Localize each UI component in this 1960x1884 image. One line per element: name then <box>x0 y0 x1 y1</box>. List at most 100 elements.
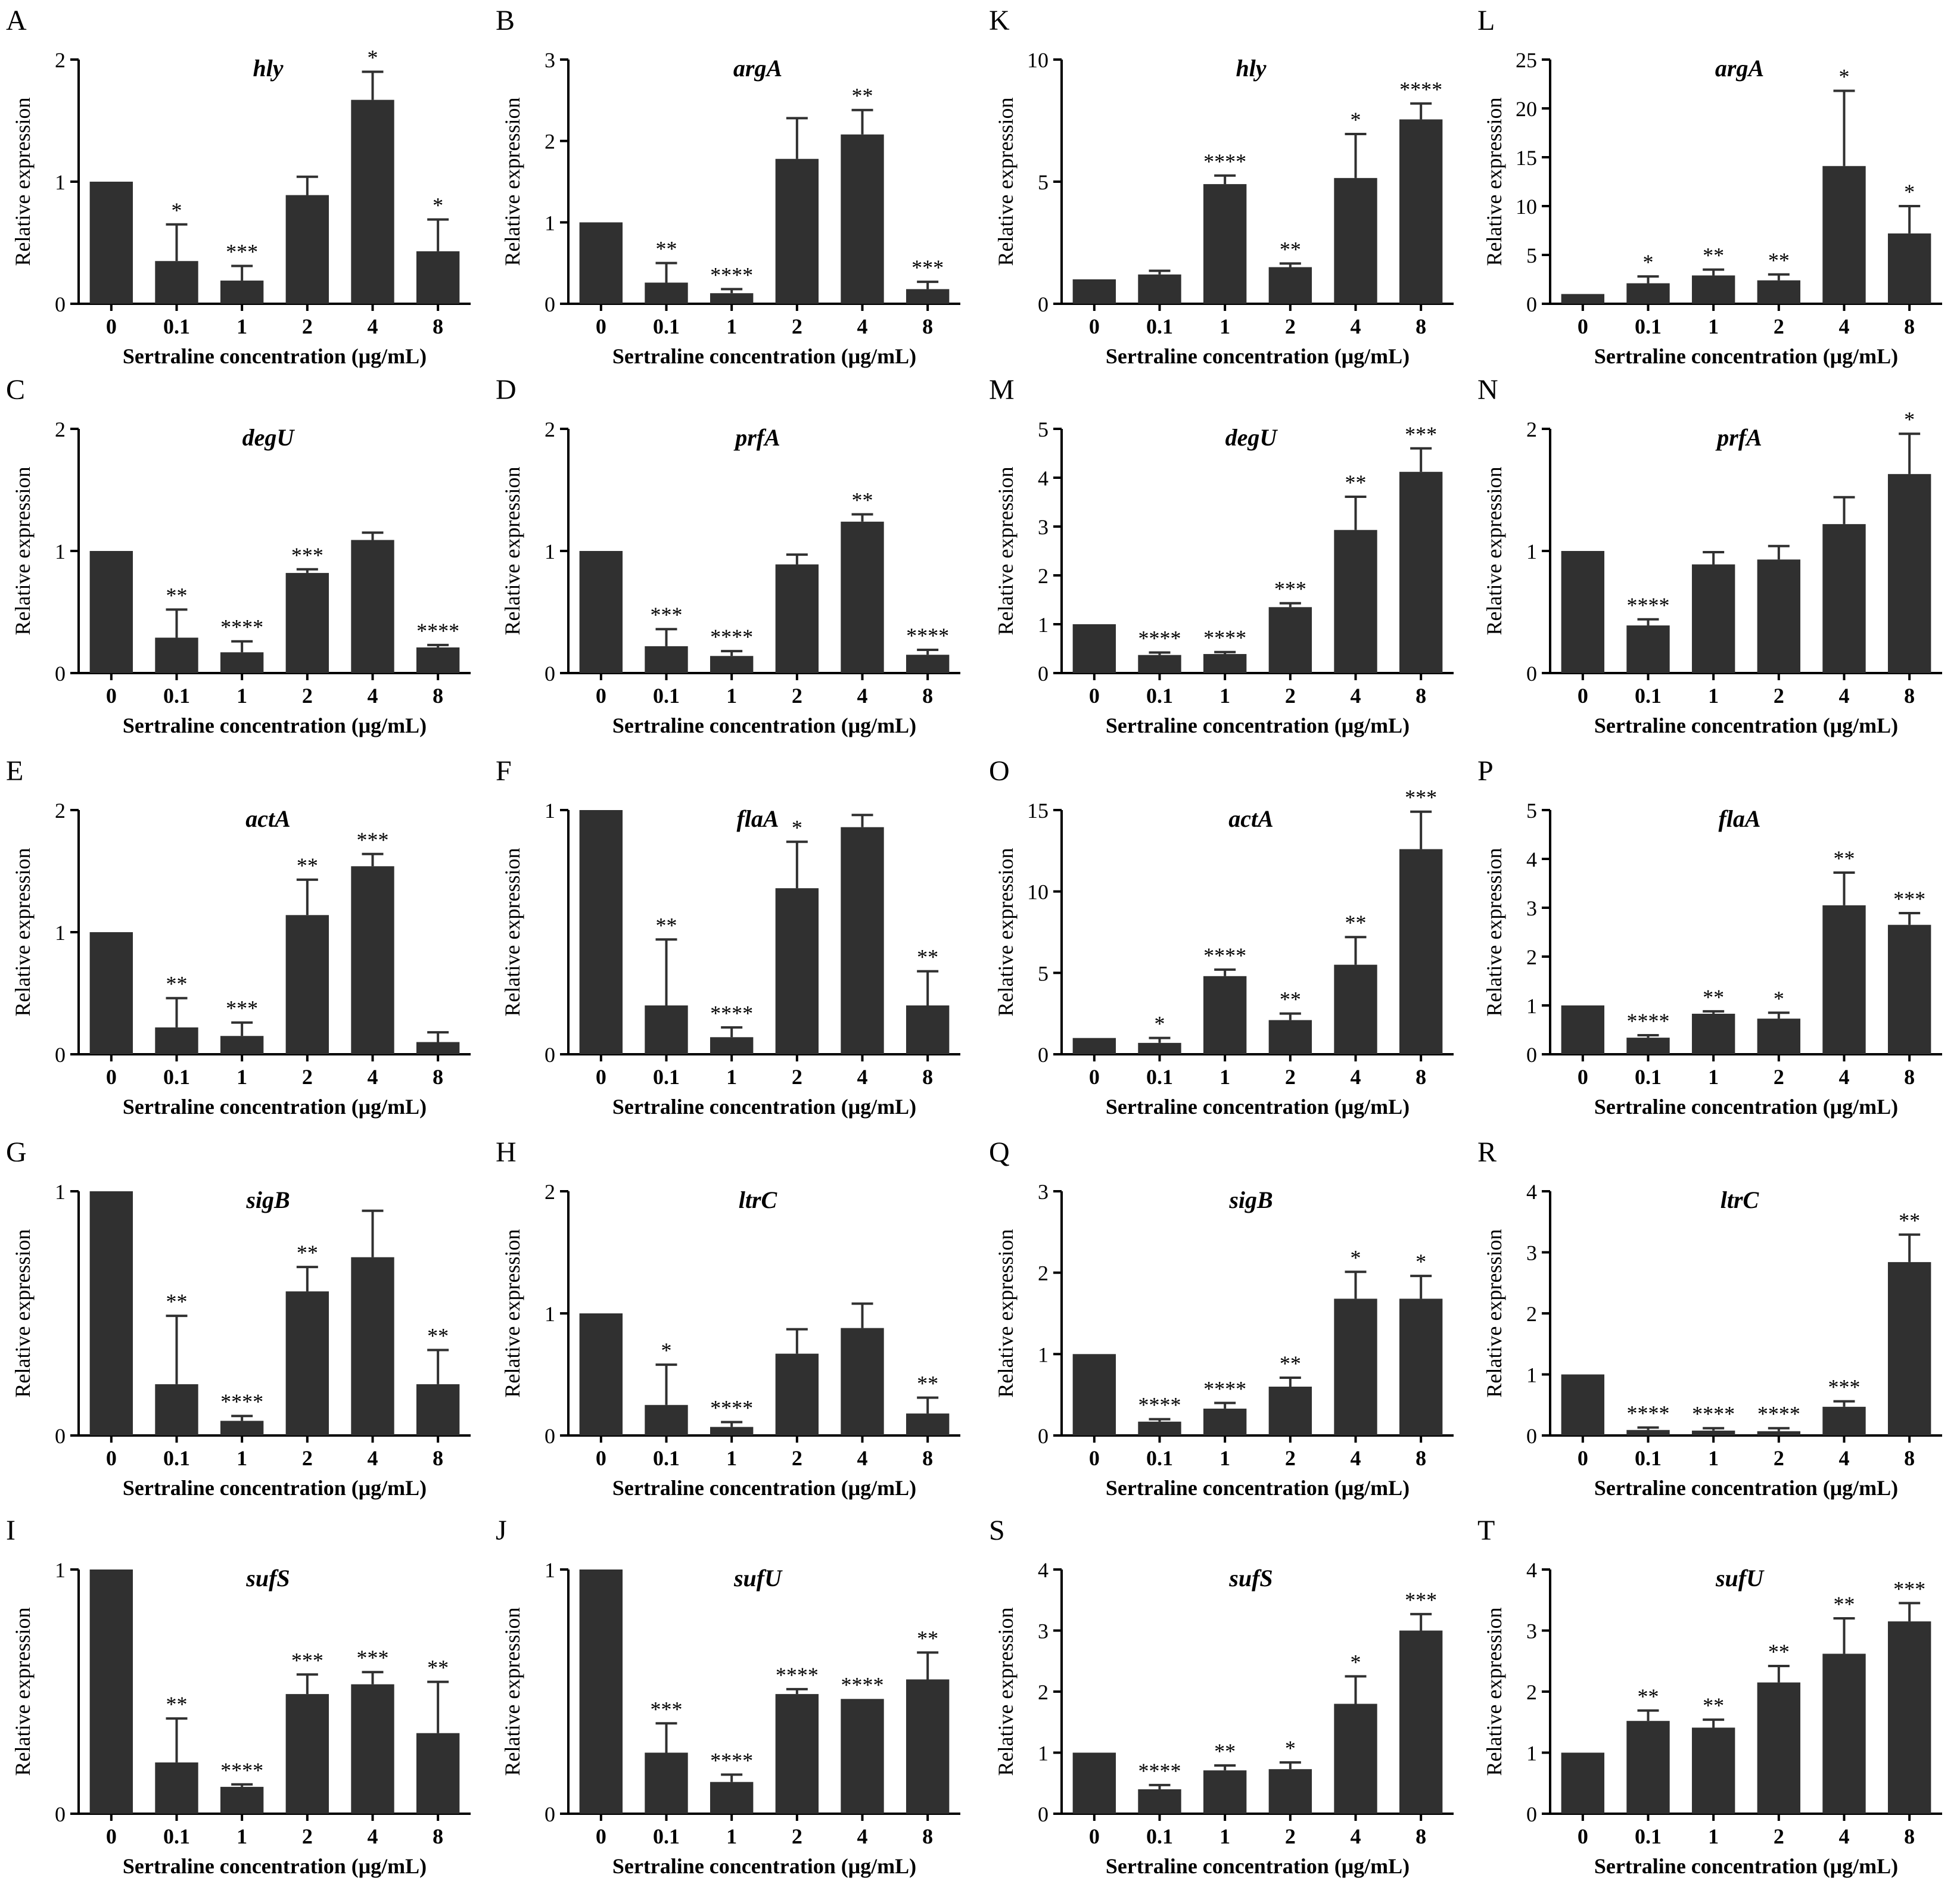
bar <box>775 564 819 673</box>
bar <box>1203 654 1247 673</box>
x-tick-label: 1 <box>1708 1065 1719 1089</box>
significance-label: **** <box>1399 77 1442 101</box>
bar <box>1887 924 1931 1054</box>
significance-label: * <box>1155 1012 1165 1036</box>
chart-title: argA <box>733 55 782 82</box>
x-tick-label: 0.1 <box>1635 684 1662 708</box>
y-tick-label: 2 <box>55 799 66 823</box>
y-tick-label: 0 <box>1038 292 1049 316</box>
panel-letter: R <box>1477 1136 1497 1168</box>
chart-title: sigB <box>1228 1187 1273 1213</box>
y-tick-label: 1 <box>545 799 555 823</box>
y-axis-label: Relative expression <box>994 848 1018 1017</box>
y-tick-label: 1 <box>55 540 66 563</box>
bar <box>1626 1721 1670 1814</box>
panel-letter: D <box>496 374 517 406</box>
panel-letter: T <box>1477 1515 1495 1546</box>
significance-label: ** <box>852 488 873 512</box>
x-tick-label: 0 <box>1578 1065 1588 1089</box>
panel-letter: J <box>496 1515 507 1546</box>
x-tick-label: 8 <box>922 1824 933 1848</box>
bar <box>1691 275 1735 304</box>
x-axis-label: Sertraline concentration (μg/mL) <box>612 1095 916 1119</box>
bar <box>1334 177 1377 304</box>
x-tick-label: 8 <box>1415 314 1426 338</box>
x-axis-label: Sertraline concentration (μg/mL) <box>1106 1476 1410 1500</box>
significance-label: *** <box>1405 1588 1437 1612</box>
bar <box>89 551 133 673</box>
significance-label: * <box>661 1338 672 1362</box>
x-tick-label: 2 <box>1774 1824 1784 1848</box>
y-tick-label: 1 <box>1526 540 1537 563</box>
y-tick-label: 0 <box>545 662 555 686</box>
bar <box>579 1570 623 1814</box>
y-tick-label: 0 <box>55 1043 66 1067</box>
x-tick-label: 0.1 <box>1635 1065 1662 1089</box>
x-tick-label: 8 <box>1904 1065 1915 1089</box>
x-tick-label: 2 <box>1285 1446 1296 1470</box>
significance-label: ** <box>656 237 677 261</box>
x-tick-label: 0.1 <box>1146 1065 1173 1089</box>
bar <box>416 1384 460 1435</box>
significance-label: *** <box>1893 887 1925 911</box>
bar <box>155 1762 198 1814</box>
x-tick-label: 0 <box>106 1824 117 1848</box>
significance-label: *** <box>291 543 323 567</box>
y-axis-label: Relative expression <box>500 848 524 1017</box>
bar <box>1887 1262 1931 1435</box>
y-axis-label: Relative expression <box>994 467 1018 636</box>
y-tick-label: 5 <box>1038 961 1049 985</box>
bar <box>220 652 264 673</box>
y-axis-label: Relative expression <box>994 98 1018 266</box>
panel-letter: Q <box>989 1136 1010 1168</box>
y-axis-label: Relative expression <box>11 98 35 266</box>
y-tick-label: 0 <box>55 292 66 316</box>
x-tick-label: 1 <box>726 314 737 338</box>
significance-label: *** <box>291 1648 323 1672</box>
bar <box>710 1427 754 1435</box>
bar <box>579 551 623 673</box>
x-tick-label: 2 <box>302 1065 313 1089</box>
x-tick-label: 2 <box>1285 1065 1296 1089</box>
x-tick-label: 1 <box>237 684 247 708</box>
significance-label: **** <box>1203 1377 1246 1400</box>
significance-label: ** <box>166 1692 188 1716</box>
x-axis-label: Sertraline concentration (μg/mL) <box>612 1854 916 1878</box>
x-axis-label: Sertraline concentration (μg/mL) <box>123 1476 427 1500</box>
bar <box>775 1353 819 1435</box>
significance-label: * <box>1351 108 1361 132</box>
y-axis-label: Relative expression <box>1482 467 1506 636</box>
bar <box>710 656 754 673</box>
significance-label: *** <box>1405 422 1437 446</box>
y-tick-label: 1 <box>1038 613 1049 637</box>
y-tick-label: 2 <box>1526 418 1537 441</box>
x-tick-label: 0.1 <box>653 314 680 338</box>
bar <box>579 810 623 1054</box>
y-tick-label: 4 <box>1038 1558 1049 1582</box>
x-tick-label: 2 <box>302 684 313 708</box>
significance-label: *** <box>911 256 944 279</box>
y-tick-label: 2 <box>545 418 555 441</box>
bar <box>1072 1752 1116 1814</box>
bar <box>1399 1298 1443 1435</box>
x-tick-label: 4 <box>1351 314 1361 338</box>
bar <box>1691 1430 1735 1435</box>
x-tick-label: 8 <box>433 1065 443 1089</box>
y-tick-label: 2 <box>1038 1680 1049 1704</box>
significance-label: ** <box>1345 471 1367 494</box>
bar <box>841 134 884 304</box>
y-tick-label: 3 <box>1526 896 1537 920</box>
bar <box>1626 1430 1670 1435</box>
panel-letter: P <box>1477 755 1494 787</box>
y-tick-label: 15 <box>1027 799 1049 823</box>
x-tick-label: 0.1 <box>653 1824 680 1848</box>
y-tick-label: 0 <box>1038 1043 1049 1067</box>
bar <box>1072 1354 1116 1435</box>
